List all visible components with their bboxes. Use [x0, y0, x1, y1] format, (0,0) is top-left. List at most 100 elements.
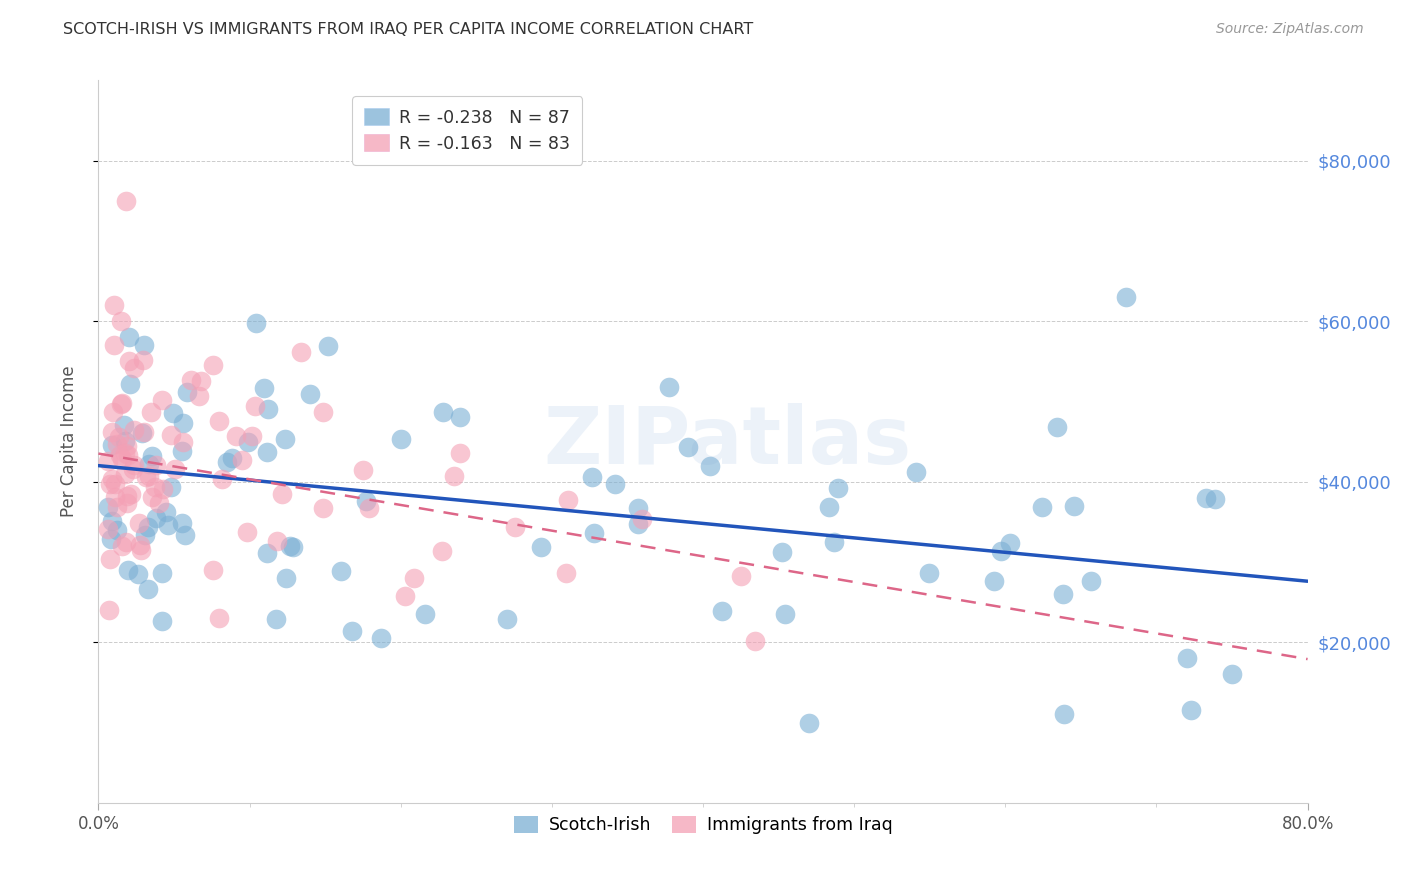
- Point: [118, 376, 141, 391]
- Point: [271, 487, 294, 501]
- Point: [124, 424, 146, 438]
- Point: [100, 532, 122, 546]
- Point: [105, 437, 128, 451]
- Point: [136, 520, 159, 534]
- Point: [134, 527, 156, 541]
- Point: [432, 405, 454, 419]
- Point: [357, 500, 380, 515]
- Point: [152, 614, 174, 628]
- Point: [299, 387, 322, 401]
- Point: [394, 590, 416, 604]
- Point: [430, 543, 453, 558]
- Point: [257, 402, 280, 417]
- Point: [503, 520, 526, 534]
- Point: [148, 495, 170, 509]
- Point: [162, 406, 184, 420]
- Point: [118, 354, 141, 368]
- Point: [136, 582, 159, 596]
- Text: Source: ZipAtlas.com: Source: ZipAtlas.com: [1216, 22, 1364, 37]
- Point: [240, 429, 263, 443]
- Y-axis label: Per Capita Income: Per Capita Income: [59, 366, 77, 517]
- Point: [170, 516, 193, 530]
- Point: [114, 434, 136, 448]
- Point: [110, 314, 132, 328]
- Point: [122, 361, 145, 376]
- Point: [554, 566, 576, 580]
- Point: [129, 542, 152, 557]
- Point: [1204, 492, 1226, 507]
- Point: [187, 389, 209, 403]
- Point: [276, 571, 298, 585]
- Point: [172, 434, 194, 449]
- Point: [711, 604, 734, 618]
- Point: [370, 632, 392, 646]
- Point: [744, 633, 766, 648]
- Point: [266, 612, 288, 626]
- Point: [112, 418, 135, 433]
- Legend: Scotch-Irish, Immigrants from Iraq: Scotch-Irish, Immigrants from Iraq: [506, 809, 900, 841]
- Point: [172, 416, 194, 430]
- Point: [117, 563, 139, 577]
- Point: [274, 432, 297, 446]
- Point: [699, 459, 721, 474]
- Point: [117, 489, 139, 503]
- Point: [103, 298, 125, 312]
- Point: [170, 443, 193, 458]
- Point: [449, 409, 471, 424]
- Point: [150, 566, 173, 580]
- Point: [1052, 587, 1074, 601]
- Point: [217, 455, 239, 469]
- Point: [111, 539, 134, 553]
- Point: [1080, 574, 1102, 589]
- Point: [132, 353, 155, 368]
- Point: [990, 544, 1012, 558]
- Point: [111, 452, 134, 467]
- Point: [330, 564, 353, 578]
- Point: [114, 194, 136, 208]
- Point: [340, 624, 363, 639]
- Point: [356, 494, 378, 508]
- Text: SCOTCH-IRISH VS IMMIGRANTS FROM IRAQ PER CAPITA INCOME CORRELATION CHART: SCOTCH-IRISH VS IMMIGRANTS FROM IRAQ PER…: [63, 22, 754, 37]
- Point: [1063, 499, 1085, 513]
- Point: [114, 534, 136, 549]
- Point: [159, 427, 181, 442]
- Point: [163, 461, 186, 475]
- Point: [281, 540, 304, 554]
- Point: [775, 607, 797, 621]
- Point: [100, 425, 122, 440]
- Point: [152, 483, 174, 497]
- Point: [352, 462, 374, 476]
- Point: [231, 452, 253, 467]
- Point: [108, 449, 131, 463]
- Point: [1175, 651, 1198, 665]
- Point: [201, 358, 224, 372]
- Point: [603, 476, 626, 491]
- Point: [678, 440, 700, 454]
- Point: [103, 405, 125, 419]
- Point: [122, 462, 145, 476]
- Point: [114, 467, 136, 481]
- Point: [243, 399, 266, 413]
- Point: [97, 454, 120, 468]
- Point: [1031, 500, 1053, 515]
- Point: [290, 345, 312, 359]
- Point: [770, 545, 793, 559]
- Point: [557, 493, 579, 508]
- Point: [110, 397, 132, 411]
- Point: [797, 715, 820, 730]
- Point: [256, 545, 278, 559]
- Point: [104, 476, 127, 491]
- Point: [1115, 290, 1137, 304]
- Point: [132, 338, 155, 352]
- Point: [114, 446, 136, 460]
- Point: [256, 445, 278, 459]
- Text: ZIPatlas: ZIPatlas: [543, 402, 911, 481]
- Point: [1053, 707, 1076, 722]
- Point: [316, 339, 339, 353]
- Point: [1046, 419, 1069, 434]
- Point: [141, 490, 163, 504]
- Point: [823, 534, 845, 549]
- Point: [211, 472, 233, 486]
- Point: [312, 501, 335, 516]
- Point: [221, 450, 243, 465]
